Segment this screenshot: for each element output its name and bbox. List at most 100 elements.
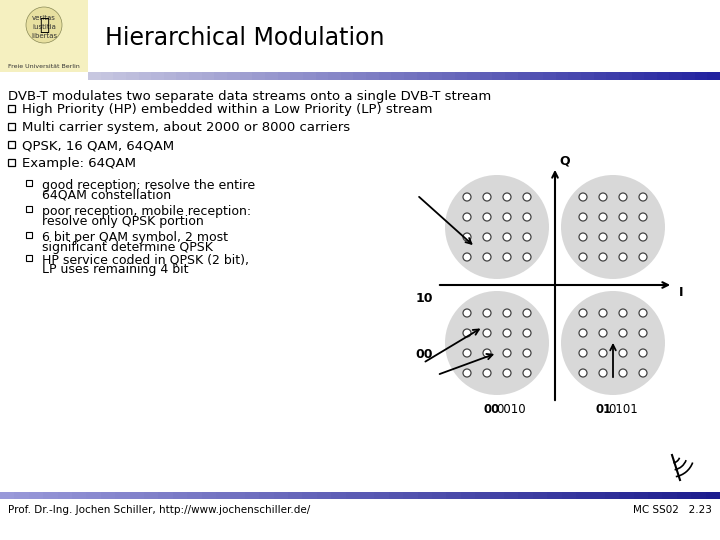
- Bar: [8, 123, 15, 130]
- Bar: [151, 72, 164, 80]
- Bar: [605, 492, 620, 499]
- Circle shape: [639, 253, 647, 261]
- Bar: [706, 492, 720, 499]
- Bar: [245, 492, 260, 499]
- Bar: [531, 72, 544, 80]
- Bar: [518, 72, 531, 80]
- Bar: [429, 72, 442, 80]
- Text: 00: 00: [483, 403, 499, 416]
- Text: HP service coded in QPSK (2 bit),: HP service coded in QPSK (2 bit),: [42, 253, 249, 267]
- Bar: [467, 72, 480, 80]
- Bar: [290, 72, 303, 80]
- Bar: [26, 180, 32, 186]
- Text: I: I: [679, 287, 683, 300]
- Bar: [403, 492, 418, 499]
- Bar: [8, 159, 15, 166]
- Bar: [492, 72, 505, 80]
- Bar: [158, 492, 174, 499]
- Text: QPSK, 16 QAM, 64QAM: QPSK, 16 QAM, 64QAM: [22, 139, 174, 152]
- Bar: [265, 72, 278, 80]
- Bar: [164, 72, 177, 80]
- Bar: [547, 492, 562, 499]
- Circle shape: [445, 291, 549, 395]
- Circle shape: [619, 329, 627, 337]
- Circle shape: [561, 291, 665, 395]
- Circle shape: [639, 309, 647, 317]
- Bar: [173, 492, 188, 499]
- Circle shape: [561, 175, 665, 279]
- Circle shape: [503, 369, 511, 377]
- Circle shape: [463, 329, 471, 337]
- Bar: [695, 72, 708, 80]
- Circle shape: [483, 233, 491, 241]
- Text: 01: 01: [595, 403, 611, 416]
- Bar: [341, 72, 354, 80]
- Text: poor reception, mobile reception:: poor reception, mobile reception:: [42, 205, 251, 218]
- Circle shape: [579, 349, 587, 357]
- Bar: [562, 492, 577, 499]
- Bar: [315, 72, 328, 80]
- Circle shape: [599, 253, 607, 261]
- Circle shape: [523, 193, 531, 201]
- Bar: [187, 492, 202, 499]
- Circle shape: [463, 349, 471, 357]
- Circle shape: [483, 329, 491, 337]
- Circle shape: [619, 253, 627, 261]
- Circle shape: [523, 233, 531, 241]
- Bar: [480, 72, 493, 80]
- Bar: [461, 492, 476, 499]
- Circle shape: [599, 233, 607, 241]
- Text: significant determine QPSK: significant determine QPSK: [42, 240, 213, 253]
- Bar: [662, 492, 678, 499]
- Bar: [58, 492, 73, 499]
- Bar: [631, 72, 644, 80]
- Circle shape: [599, 329, 607, 337]
- Bar: [576, 492, 591, 499]
- Bar: [86, 492, 102, 499]
- Bar: [113, 72, 127, 80]
- Text: Q: Q: [559, 154, 570, 167]
- Text: 10: 10: [415, 293, 433, 306]
- Bar: [202, 492, 217, 499]
- Bar: [0, 492, 15, 499]
- Circle shape: [445, 175, 549, 279]
- Bar: [707, 72, 720, 80]
- Bar: [490, 492, 505, 499]
- Bar: [43, 492, 58, 499]
- Circle shape: [503, 349, 511, 357]
- Bar: [259, 492, 274, 499]
- Text: Multi carrier system, about 2000 or 8000 carriers: Multi carrier system, about 2000 or 8000…: [22, 122, 350, 134]
- Text: LP uses remaining 4 bit: LP uses remaining 4 bit: [42, 264, 189, 276]
- Bar: [26, 232, 32, 238]
- Circle shape: [599, 193, 607, 201]
- Bar: [29, 492, 44, 499]
- Bar: [144, 492, 159, 499]
- Bar: [252, 72, 266, 80]
- Text: resolve only QPSK portion: resolve only QPSK portion: [42, 214, 204, 227]
- Bar: [417, 72, 430, 80]
- Bar: [374, 492, 390, 499]
- Bar: [278, 72, 291, 80]
- Bar: [303, 72, 316, 80]
- Circle shape: [579, 193, 587, 201]
- Text: 6 bit per QAM symbol, 2 most: 6 bit per QAM symbol, 2 most: [42, 231, 228, 244]
- Bar: [8, 141, 15, 148]
- Text: 64QAM constellation: 64QAM constellation: [42, 188, 171, 201]
- Circle shape: [619, 309, 627, 317]
- Bar: [568, 72, 582, 80]
- Bar: [593, 72, 607, 80]
- Circle shape: [503, 253, 511, 261]
- Bar: [202, 72, 215, 80]
- Bar: [404, 72, 417, 80]
- Circle shape: [523, 329, 531, 337]
- Bar: [189, 72, 202, 80]
- Circle shape: [619, 349, 627, 357]
- Bar: [677, 492, 692, 499]
- Circle shape: [503, 193, 511, 201]
- Circle shape: [523, 369, 531, 377]
- Circle shape: [599, 309, 607, 317]
- Bar: [590, 492, 606, 499]
- Circle shape: [579, 233, 587, 241]
- Bar: [126, 72, 139, 80]
- Bar: [215, 72, 228, 80]
